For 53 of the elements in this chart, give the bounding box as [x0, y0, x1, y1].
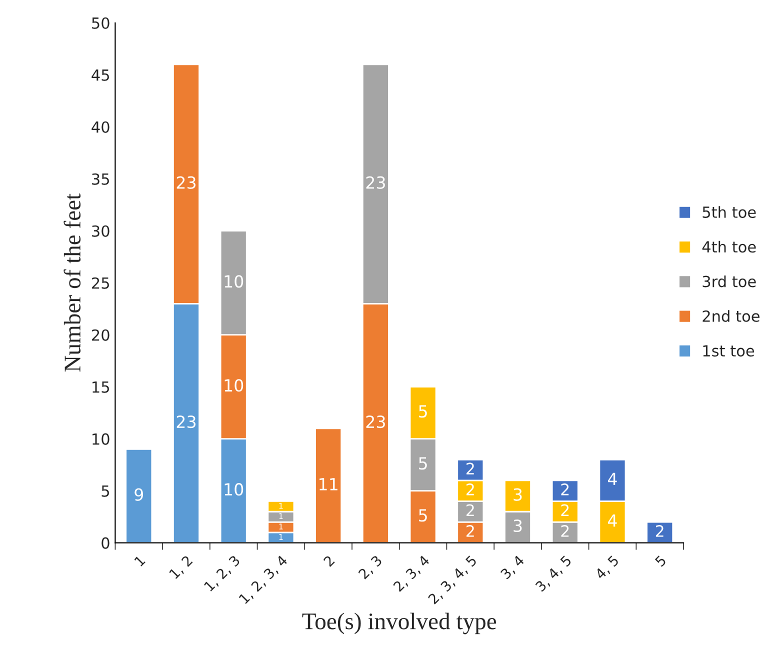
data-label: 3	[514, 488, 522, 501]
bar	[125, 448, 153, 543]
x-tick-label: 3, 4, 5	[534, 554, 573, 594]
data-label: 23	[366, 415, 385, 428]
legend-label: 2nd toe	[702, 310, 760, 322]
x-tick-label: 3, 4	[500, 554, 526, 581]
data-label: 11	[320, 478, 338, 490]
data-label: 9	[134, 488, 144, 501]
y-tick-label: 40	[92, 121, 110, 133]
x-tick-label: 2, 3	[358, 554, 384, 581]
x-axis-title: Toe(s) involved type	[302, 612, 496, 634]
data-label: 4	[608, 514, 617, 527]
data-label: 10	[224, 379, 244, 392]
y-tick-label: 25	[92, 277, 110, 289]
data-label: 2	[466, 483, 474, 496]
legend-label: 1st toe	[703, 345, 754, 357]
x-tick-label: 1	[134, 555, 146, 567]
data-label: 2	[656, 525, 664, 537]
y-tick-label: 30	[92, 225, 110, 237]
data-label: 23	[176, 415, 196, 428]
data-label: 23	[176, 176, 196, 189]
data-label: 4	[608, 472, 617, 486]
bar	[314, 428, 342, 543]
y-tick-label: 45	[92, 70, 110, 81]
data-label: 2	[561, 483, 569, 496]
x-tick-label: 4, 5	[594, 555, 620, 581]
y-tick-label: 20	[92, 329, 110, 341]
data-label: 2	[561, 504, 569, 516]
y-tick-label: 10	[92, 433, 110, 445]
data-label: 2	[466, 525, 474, 537]
y-axis-title: Number of the feet	[64, 194, 81, 372]
x-tick-label: 2	[322, 555, 335, 567]
y-tick-label: 15	[92, 382, 110, 393]
data-label: 3	[514, 519, 522, 532]
x-tick-label: 5	[654, 555, 667, 568]
bar	[646, 521, 674, 543]
x-tick-label: 1, 2	[168, 555, 194, 580]
data-label: 5	[419, 405, 427, 418]
y-tick-label: 5	[102, 485, 110, 497]
y-tick-label: 50	[92, 17, 110, 29]
data-label: 2	[466, 504, 474, 516]
legend-label: 3rd toe	[702, 275, 756, 288]
y-tick-label: 0	[102, 537, 110, 549]
data-label: 10	[224, 483, 244, 496]
legend-label: 4th toe	[702, 240, 756, 253]
data-label: 23	[366, 176, 385, 189]
data-label: 2	[561, 525, 569, 537]
data-label: 2	[466, 462, 474, 474]
legend-label: 5th toe	[702, 206, 756, 218]
data-label: 10	[224, 275, 244, 288]
data-label: 5	[419, 509, 427, 522]
y-tick-label: 35	[92, 173, 110, 185]
data-label: 5	[419, 457, 427, 470]
